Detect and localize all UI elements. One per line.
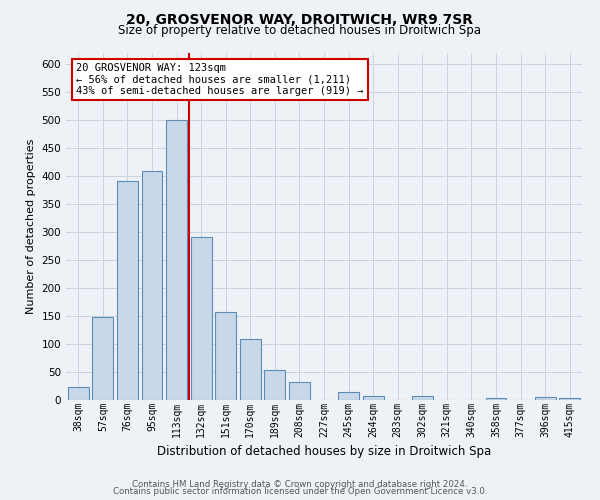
- X-axis label: Distribution of detached houses by size in Droitwich Spa: Distribution of detached houses by size …: [157, 445, 491, 458]
- Bar: [362, 396, 383, 400]
- Text: 20, GROSVENOR WAY, DROITWICH, WR9 7SR: 20, GROSVENOR WAY, DROITWICH, WR9 7SR: [127, 12, 473, 26]
- Bar: [142, 172, 163, 400]
- Bar: [117, 182, 138, 400]
- Y-axis label: Number of detached properties: Number of detached properties: [26, 138, 36, 314]
- Bar: [485, 398, 506, 400]
- Bar: [265, 370, 286, 400]
- Bar: [240, 339, 261, 400]
- Bar: [166, 120, 187, 400]
- Bar: [338, 392, 359, 400]
- Bar: [289, 382, 310, 400]
- Text: 20 GROSVENOR WAY: 123sqm
← 56% of detached houses are smaller (1,211)
43% of sem: 20 GROSVENOR WAY: 123sqm ← 56% of detach…: [76, 63, 364, 96]
- Bar: [412, 396, 433, 400]
- Bar: [92, 317, 113, 400]
- Bar: [215, 312, 236, 400]
- Bar: [559, 398, 580, 400]
- Bar: [68, 387, 89, 400]
- Text: Contains public sector information licensed under the Open Government Licence v3: Contains public sector information licen…: [113, 487, 487, 496]
- Text: Contains HM Land Registry data © Crown copyright and database right 2024.: Contains HM Land Registry data © Crown c…: [132, 480, 468, 489]
- Text: Size of property relative to detached houses in Droitwich Spa: Size of property relative to detached ho…: [119, 24, 482, 37]
- Bar: [535, 397, 556, 400]
- Bar: [191, 238, 212, 400]
